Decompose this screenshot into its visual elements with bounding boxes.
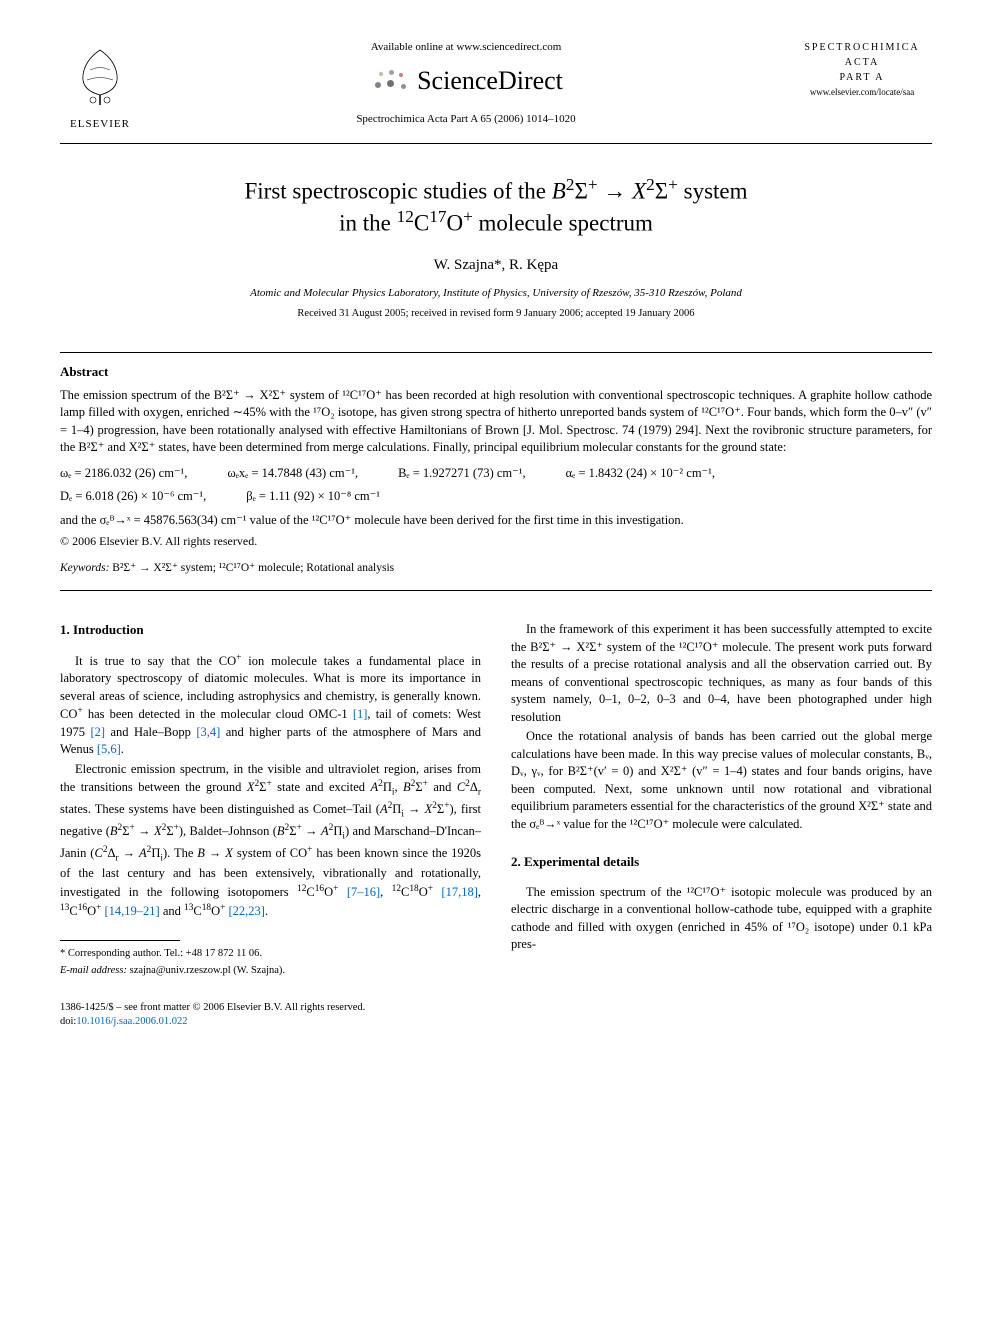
ref-link-2[interactable]: [2] <box>90 725 105 739</box>
elsevier-logo: ELSEVIER <box>60 40 140 133</box>
constant-b-e: Bₑ = 1.927271 (73) cm⁻¹, <box>398 465 526 483</box>
left-column: 1. Introduction It is true to say that t… <box>60 621 481 980</box>
doi-link[interactable]: 10.1016/j.saa.2006.01.022 <box>76 1016 187 1027</box>
keywords: Keywords: B²Σ⁺ → X²Σ⁺ system; ¹²C¹⁷O⁺ mo… <box>60 560 932 576</box>
constant-beta-e: βₑ = 1.11 (92) × 10⁻⁸ cm⁻¹ <box>246 488 380 506</box>
right-column: In the framework of this experiment it h… <box>511 621 932 980</box>
article-title: First spectroscopic studies of the B2Σ+ … <box>60 174 932 239</box>
abstract-paragraph-1: The emission spectrum of the B²Σ⁺ → X²Σ⁺… <box>60 387 932 457</box>
email-label: E-mail address: <box>60 965 127 976</box>
sciencedirect-text: ScienceDirect <box>417 63 563 99</box>
journal-name-block: SPECTROCHIMICA ACTA PART A www.elsevier.… <box>792 40 932 100</box>
footnote-rule <box>60 940 180 941</box>
constants-row-1: ωₑ = 2186.032 (26) cm⁻¹, ωₑxₑ = 14.7848 … <box>60 465 932 483</box>
constants-row-2: Dₑ = 6.018 (26) × 10⁻⁶ cm⁻¹, βₑ = 1.11 (… <box>60 488 932 506</box>
two-column-body: 1. Introduction It is true to say that t… <box>60 621 932 980</box>
elsevier-label: ELSEVIER <box>60 117 140 132</box>
email-footnote: E-mail address: szajna@univ.rzeszow.pl (… <box>60 964 481 979</box>
abstract-top-rule <box>60 352 932 353</box>
constant-omega-e-x-e: ωₑxₑ = 14.7848 (43) cm⁻¹, <box>227 465 358 483</box>
journal-name-line3: PART A <box>792 71 932 85</box>
keywords-text: B²Σ⁺ → X²Σ⁺ system; ¹²C¹⁷O⁺ molecule; Ro… <box>109 562 394 574</box>
abstract-bottom-rule <box>60 590 932 591</box>
ref-link-22-23[interactable]: [22,23] <box>229 904 265 918</box>
ref-link-17-18[interactable]: [17,18] <box>441 885 477 899</box>
experimental-heading: 2. Experimental details <box>511 853 932 871</box>
abstract-paragraph-2: and the σₑᴮ→ˣ = 45876.563(34) cm⁻¹ value… <box>60 512 932 530</box>
ref-link-14-19-21[interactable]: [14,19–21] <box>105 904 160 918</box>
sciencedirect-dots-icon <box>369 70 409 94</box>
ref-link-5-6[interactable]: [5,6] <box>97 742 121 756</box>
front-matter: 1386-1425/$ – see front matter © 2006 El… <box>60 1001 932 1016</box>
constant-alpha-e: αₑ = 1.8432 (24) × 10⁻² cm⁻¹, <box>566 465 715 483</box>
abstract-heading: Abstract <box>60 363 932 381</box>
doi-line: doi:10.1016/j.saa.2006.01.022 <box>60 1015 932 1030</box>
intro-paragraph-2: Electronic emission spectrum, in the vis… <box>60 761 481 920</box>
copyright: © 2006 Elsevier B.V. All rights reserved… <box>60 533 932 550</box>
authors: W. Szajna*, R. Kępa <box>60 255 932 276</box>
available-online-text: Available online at www.sciencedirect.co… <box>140 40 792 55</box>
article-dates: Received 31 August 2005; received in rev… <box>60 307 932 322</box>
experimental-paragraph-1: The emission spectrum of the ¹²C¹⁷O⁺ iso… <box>511 884 932 954</box>
introduction-heading: 1. Introduction <box>60 621 481 639</box>
footer-meta: 1386-1425/$ – see front matter © 2006 El… <box>60 1001 932 1030</box>
ref-link-3-4[interactable]: [3,4] <box>196 725 220 739</box>
journal-name-line1: SPECTROCHIMICA <box>792 41 932 55</box>
header-rule <box>60 143 932 144</box>
affiliation: Atomic and Molecular Physics Laboratory,… <box>60 286 932 301</box>
doi-label: doi: <box>60 1016 76 1027</box>
journal-reference: Spectrochimica Acta Part A 65 (2006) 101… <box>140 112 792 127</box>
keywords-label: Keywords: <box>60 562 109 574</box>
constant-d-e: Dₑ = 6.018 (26) × 10⁻⁶ cm⁻¹, <box>60 488 206 506</box>
locate-link[interactable]: www.elsevier.com/locate/saa <box>792 86 932 99</box>
elsevier-tree-icon <box>65 40 135 110</box>
center-header: Available online at www.sciencedirect.co… <box>140 40 792 127</box>
intro-paragraph-1: It is true to say that the CO+ ion molec… <box>60 652 481 759</box>
ref-link-7-16[interactable]: [7–16] <box>347 885 380 899</box>
constant-omega-e: ωₑ = 2186.032 (26) cm⁻¹, <box>60 465 187 483</box>
sciencedirect-logo: ScienceDirect <box>140 63 792 99</box>
intro-paragraph-3: In the framework of this experiment it h… <box>511 621 932 726</box>
page-header: ELSEVIER Available online at www.science… <box>60 40 932 133</box>
corresponding-author: * Corresponding author. Tel.: +48 17 872… <box>60 947 481 962</box>
intro-paragraph-4: Once the rotational analysis of bands ha… <box>511 728 932 833</box>
journal-name-line2: ACTA <box>792 56 932 70</box>
email-address[interactable]: szajna@univ.rzeszow.pl (W. Szajna). <box>127 965 285 976</box>
ref-link-1[interactable]: [1] <box>353 707 368 721</box>
